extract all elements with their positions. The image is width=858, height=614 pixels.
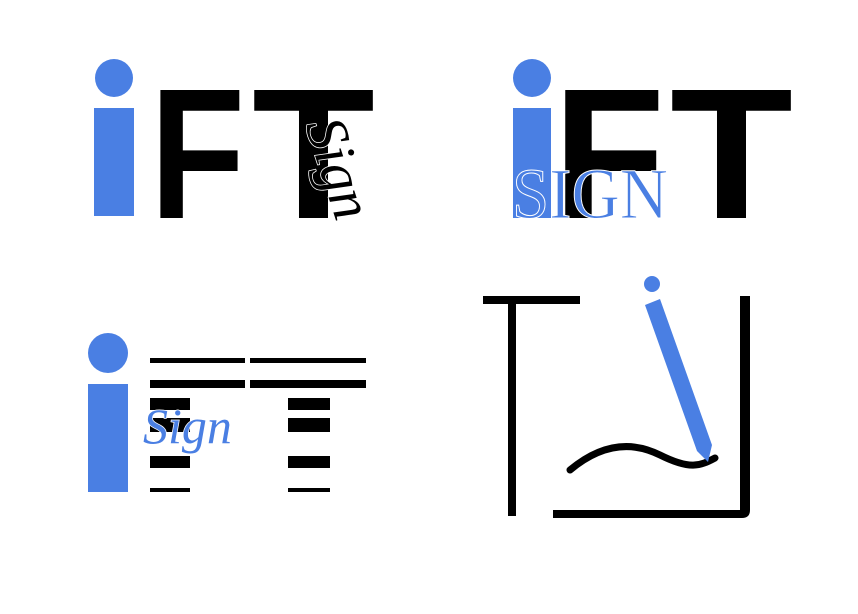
letter-f: F <box>150 51 245 258</box>
i-stem <box>88 384 128 492</box>
striped-ft <box>150 358 366 492</box>
pen-cap <box>644 276 660 292</box>
signature-line <box>566 443 719 474</box>
i-dot <box>513 59 551 97</box>
i-dot <box>95 59 133 97</box>
i-stem <box>513 108 551 218</box>
script-word: Sign <box>143 398 232 454</box>
logo-2: F T SIGN <box>512 51 794 258</box>
letter-t: T <box>252 51 375 258</box>
pen <box>645 299 712 462</box>
logo-3: Sign <box>88 333 366 492</box>
frame <box>553 296 750 518</box>
serif-word: SIGN <box>512 154 668 234</box>
logo-1: F T Sign <box>94 51 387 258</box>
i-dot <box>88 333 128 373</box>
letter-f: F <box>553 51 665 258</box>
logo-4 <box>483 276 750 518</box>
letter-t: T <box>670 51 793 258</box>
frame <box>508 296 516 516</box>
frame <box>483 296 580 304</box>
i-stem <box>94 108 134 216</box>
